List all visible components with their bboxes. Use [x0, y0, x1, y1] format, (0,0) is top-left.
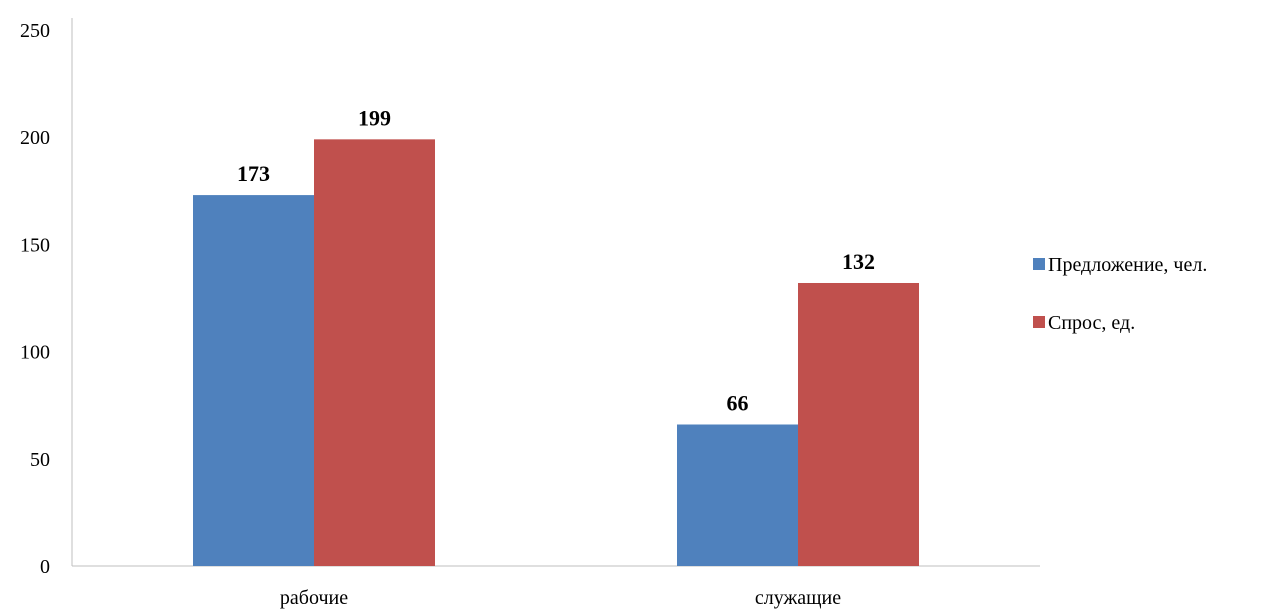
x-tick-label: служащие — [755, 587, 841, 609]
data-label: 66 — [727, 390, 749, 415]
legend-swatch — [1033, 316, 1045, 328]
bar — [193, 195, 314, 566]
bar — [677, 424, 798, 566]
legend-item: Предложение, чел. — [1033, 254, 1207, 276]
y-tick-label: 200 — [20, 127, 50, 149]
y-tick-label: 0 — [40, 556, 50, 578]
y-axis-ticks: 0 50 100 150 200 250 — [20, 20, 50, 578]
data-label: 173 — [237, 161, 270, 186]
y-tick-label: 250 — [20, 20, 50, 42]
bar-series-group — [193, 139, 919, 566]
data-labels-group: 173 66 199 132 — [237, 105, 875, 415]
x-axis-labels: рабочие служащие — [280, 587, 841, 609]
y-tick-label: 50 — [30, 449, 50, 471]
x-tick-label: рабочие — [280, 587, 348, 609]
legend-label: Предложение, чел. — [1048, 254, 1207, 276]
legend-label: Спрос, ед. — [1048, 312, 1135, 334]
y-tick-label: 100 — [20, 342, 50, 364]
legend-item: Спрос, ед. — [1033, 312, 1135, 334]
legend-swatch — [1033, 258, 1045, 270]
bar — [798, 282, 919, 566]
data-label: 132 — [842, 249, 875, 274]
bar — [314, 139, 435, 566]
legend: Предложение, чел. Спрос, ед. — [1033, 254, 1207, 334]
y-tick-label: 150 — [20, 234, 50, 256]
data-label: 199 — [358, 105, 391, 130]
